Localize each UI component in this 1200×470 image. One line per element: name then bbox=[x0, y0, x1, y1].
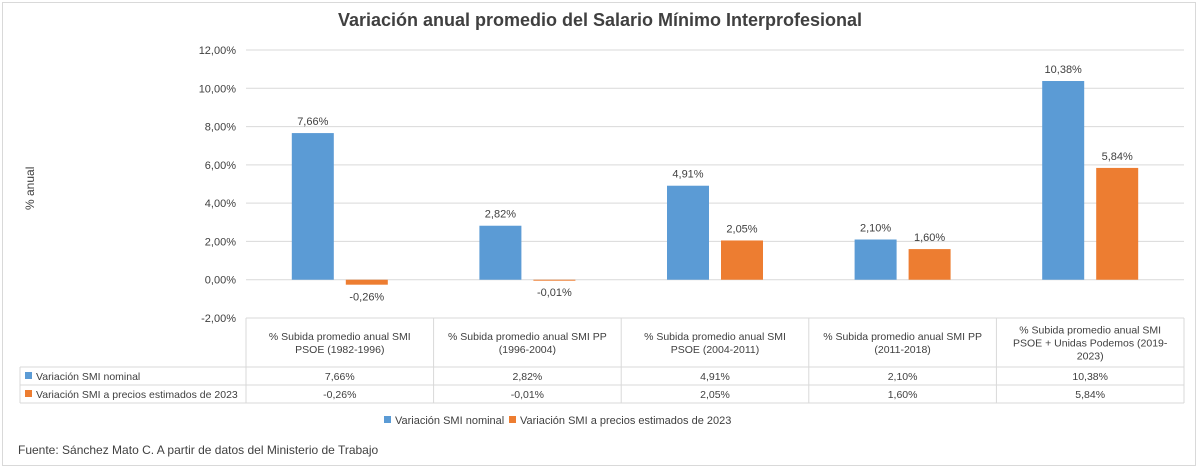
x-tick-label: 2023) bbox=[1077, 351, 1104, 363]
table-legend-key bbox=[25, 390, 32, 397]
bar bbox=[345, 279, 388, 285]
y-tick-label: 12,00% bbox=[199, 45, 237, 57]
x-tick-label: PSOE (2004-2011) bbox=[671, 344, 760, 356]
table-cell-value: -0,01% bbox=[511, 389, 544, 401]
y-tick-label: -2,00% bbox=[201, 313, 236, 325]
data-label: -0,26% bbox=[349, 292, 384, 304]
table-cell-value: 2,82% bbox=[513, 371, 543, 383]
bar bbox=[908, 249, 951, 280]
legend-label: Variación SMI a precios estimados de 202… bbox=[520, 415, 731, 427]
table-cell-value: 7,66% bbox=[325, 371, 355, 383]
source-note: Fuente: Sánchez Mato C. A partir de dato… bbox=[18, 443, 379, 457]
y-tick-label: 4,00% bbox=[205, 198, 236, 210]
y-tick-label: 10,00% bbox=[199, 83, 237, 95]
bar bbox=[291, 133, 334, 280]
bar bbox=[1042, 81, 1085, 280]
x-tick-label: % Subida promedio anual SMI bbox=[1019, 325, 1161, 337]
x-tick-label: (2011-2018) bbox=[874, 344, 930, 356]
table-cell-value: 5,84% bbox=[1075, 389, 1105, 401]
data-label: 1,60% bbox=[914, 232, 945, 244]
data-label: 5,84% bbox=[1102, 151, 1133, 163]
table-series-name: Variación SMI a precios estimados de 202… bbox=[36, 389, 238, 401]
bar bbox=[533, 279, 576, 281]
x-tick-label: % Subida promedio anual SMI bbox=[269, 331, 411, 343]
data-label: 2,05% bbox=[726, 223, 757, 235]
x-tick-label: PSOE (1982-1996) bbox=[295, 344, 384, 356]
data-label: 2,10% bbox=[860, 223, 891, 235]
x-tick-label: % Subida promedio anual SMI PP bbox=[448, 331, 607, 343]
bar bbox=[667, 185, 709, 280]
table-cell-value: 1,60% bbox=[888, 389, 918, 401]
data-label: 7,66% bbox=[297, 116, 328, 128]
legend-swatch bbox=[384, 416, 391, 423]
table-cell-value: 2,10% bbox=[888, 371, 918, 383]
table-legend-key bbox=[25, 372, 32, 379]
legend-label: Variación SMI nominal bbox=[395, 415, 504, 427]
y-tick-label: 2,00% bbox=[205, 236, 236, 248]
table-series-name: Variación SMI nominal bbox=[36, 371, 140, 383]
x-tick-label: % Subida promedio anual SMI bbox=[644, 331, 786, 343]
bar bbox=[721, 240, 763, 280]
data-label: 10,38% bbox=[1045, 64, 1083, 76]
bar bbox=[854, 239, 897, 280]
x-tick-label: % Subida promedio anual SMI PP bbox=[823, 331, 982, 343]
x-tick-label: (1996-2004) bbox=[499, 344, 556, 356]
y-tick-label: 0,00% bbox=[205, 275, 236, 287]
data-label: 2,82% bbox=[485, 209, 516, 221]
y-tick-label: 8,00% bbox=[205, 122, 236, 134]
table-cell-value: 10,38% bbox=[1072, 371, 1108, 383]
legend-swatch bbox=[509, 416, 516, 423]
y-tick-label: 6,00% bbox=[205, 160, 236, 172]
table-cell-value: 2,05% bbox=[700, 389, 730, 401]
x-tick-label: PSOE + Unidas Podemos (2019- bbox=[1013, 338, 1168, 350]
bar bbox=[1096, 167, 1139, 280]
chart-title: Variación anual promedio del Salario Mín… bbox=[337, 10, 863, 30]
data-label: 4,91% bbox=[672, 169, 703, 181]
table-cell-value: -0,26% bbox=[323, 389, 356, 401]
data-label: -0,01% bbox=[537, 287, 572, 299]
bar bbox=[479, 225, 522, 280]
table-cell-value: 4,91% bbox=[700, 371, 730, 383]
